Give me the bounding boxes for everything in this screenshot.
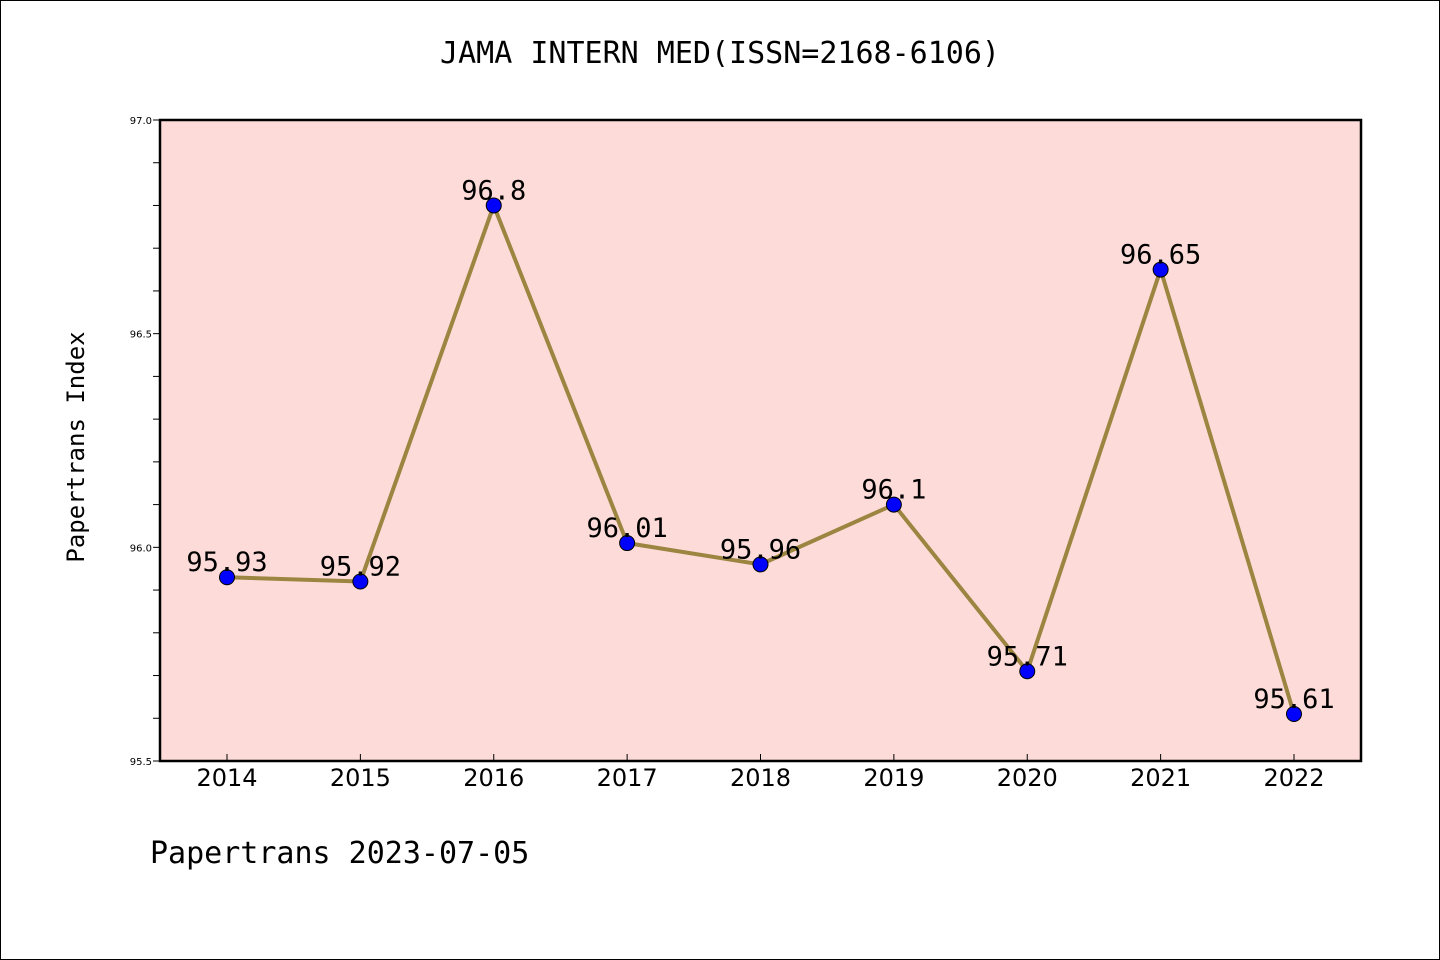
data-label: 96.8 — [461, 175, 526, 206]
data-label: 96.65 — [1120, 240, 1201, 271]
data-label: 95.96 — [720, 534, 801, 565]
y-tick-label: 96.0 — [130, 543, 152, 554]
data-label: 96.1 — [861, 475, 926, 506]
x-tick-label: 2018 — [730, 764, 791, 792]
data-point — [352, 573, 369, 590]
series-group: 95.93 95.92 96.8 96.01 95.96 96.1 95.71 96.65 95… — [186, 175, 1335, 722]
y-tick-label: 96.5 — [130, 330, 152, 341]
x-axis: 2014 2015 2016 2017 2018 2019 2020 2021 2022 — [196, 754, 1325, 792]
plot-area — [158, 118, 1363, 763]
y-axis: 95.5 96.0 96.5 97.0 — [130, 116, 160, 768]
y-tick-label: 97.0 — [130, 116, 152, 127]
data-point — [1286, 705, 1302, 722]
data-label: 95.92 — [320, 552, 401, 583]
x-tick-label: 2017 — [597, 764, 658, 792]
data-point — [485, 197, 502, 214]
data-point — [219, 569, 235, 586]
data-point — [1019, 663, 1036, 680]
y-tick-label: 95.5 — [130, 757, 152, 768]
x-tick-label: 2016 — [463, 764, 524, 792]
x-tick-label: 2019 — [863, 764, 924, 792]
data-point — [1152, 261, 1169, 278]
x-tick-label: 2015 — [330, 764, 391, 792]
x-tick-label: 2021 — [1130, 764, 1191, 792]
data-point — [885, 496, 902, 513]
data-point — [752, 556, 769, 573]
data-label: 95.61 — [1253, 684, 1334, 715]
x-tick-label: 2014 — [196, 764, 257, 792]
data-label: 96.01 — [586, 513, 667, 544]
data-label: 95.71 — [987, 641, 1068, 672]
x-tick-label: 2020 — [997, 764, 1058, 792]
data-point — [619, 535, 636, 552]
x-tick-label: 2022 — [1263, 764, 1324, 792]
data-label: 95.93 — [186, 547, 267, 578]
footer-note: Papertrans 2023-07-05 — [150, 836, 530, 871]
chart-title: JAMA INTERN MED(ISSN=2168-6106) — [440, 36, 1000, 71]
